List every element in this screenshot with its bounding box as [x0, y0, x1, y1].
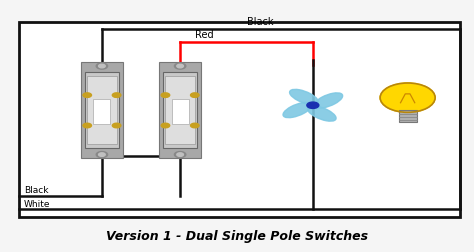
Circle shape	[83, 124, 91, 128]
Text: White: White	[24, 199, 50, 208]
Bar	[93, 100, 110, 125]
Bar	[399, 111, 417, 122]
Circle shape	[174, 64, 186, 70]
Text: Black: Black	[247, 17, 274, 27]
Bar	[172, 100, 189, 125]
Bar	[87, 77, 117, 145]
Bar	[163, 73, 197, 149]
Bar	[81, 63, 123, 159]
Bar	[19, 23, 460, 217]
Ellipse shape	[308, 107, 336, 122]
Circle shape	[174, 152, 186, 158]
Text: Black: Black	[24, 185, 48, 194]
Circle shape	[96, 64, 108, 70]
Circle shape	[177, 153, 183, 157]
Text: Red: Red	[194, 30, 213, 40]
Ellipse shape	[290, 90, 318, 105]
Circle shape	[307, 103, 319, 109]
Circle shape	[112, 124, 121, 128]
Bar	[159, 63, 201, 159]
Ellipse shape	[314, 93, 343, 109]
Circle shape	[96, 152, 108, 158]
Circle shape	[99, 65, 105, 69]
Bar	[85, 73, 119, 149]
Circle shape	[161, 93, 170, 98]
Text: Version 1 - Dual Single Pole Switches: Version 1 - Dual Single Pole Switches	[106, 229, 368, 242]
Bar	[401, 100, 415, 111]
Circle shape	[161, 124, 170, 128]
Bar	[165, 77, 195, 145]
Ellipse shape	[283, 103, 311, 118]
Circle shape	[191, 124, 199, 128]
Circle shape	[99, 153, 105, 157]
Circle shape	[112, 93, 121, 98]
Circle shape	[380, 84, 435, 113]
Circle shape	[177, 65, 183, 69]
Circle shape	[83, 93, 91, 98]
Circle shape	[191, 93, 199, 98]
